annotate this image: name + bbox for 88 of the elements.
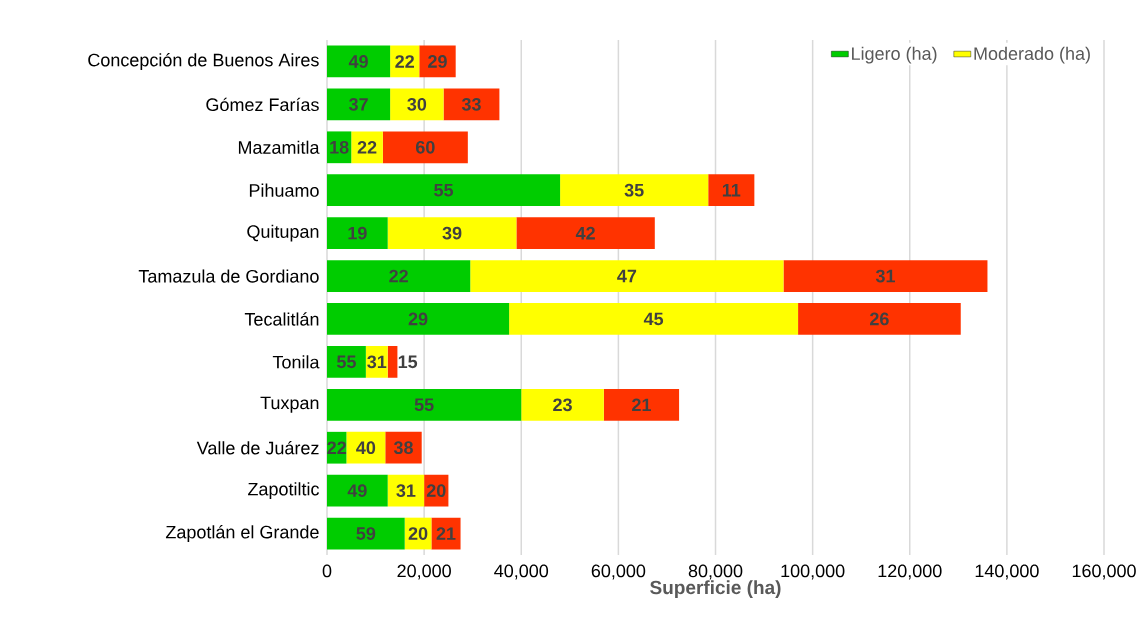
annotation: 23 bbox=[553, 398, 572, 412]
annotation: 29 bbox=[408, 312, 428, 326]
annotation: 38 bbox=[393, 441, 413, 455]
bar bbox=[385, 431, 422, 464]
x-tick-label: 160,000 bbox=[1072, 564, 1136, 580]
x-tick-label: 140,000 bbox=[975, 564, 1039, 580]
y-tick-label: Concepción de Buenos Aires bbox=[88, 52, 319, 70]
x-tick-label: 40,000 bbox=[494, 564, 549, 580]
annotation: 55 bbox=[414, 398, 434, 412]
annotation: 60 bbox=[415, 140, 435, 154]
y-tick-label: Gómez Farías bbox=[206, 97, 319, 112]
bar bbox=[327, 260, 471, 292]
y-tick-label: Tecalitlán bbox=[244, 312, 319, 326]
bar bbox=[509, 303, 799, 335]
bar bbox=[327, 88, 391, 121]
x-tick-label: 80,000 bbox=[688, 564, 743, 580]
annotation: 37 bbox=[348, 97, 368, 111]
annotation: 55 bbox=[336, 355, 356, 369]
y-tick-label: Tuxpan bbox=[260, 396, 319, 413]
annotation: 26 bbox=[870, 312, 889, 326]
x-axis-title: Superficie (ha) bbox=[650, 580, 781, 598]
annotation: 40 bbox=[356, 441, 376, 455]
bar bbox=[521, 388, 604, 421]
bar bbox=[327, 346, 366, 378]
annotation: 20 bbox=[426, 484, 446, 497]
bar bbox=[382, 131, 468, 164]
annotation: 31 bbox=[396, 484, 416, 498]
bar bbox=[327, 517, 405, 550]
y-tick-label: Zapotlán el Grande bbox=[165, 525, 319, 543]
bar bbox=[327, 45, 391, 78]
bar bbox=[327, 303, 510, 335]
annotation: 45 bbox=[643, 312, 664, 326]
annotation: 39 bbox=[442, 226, 462, 240]
annotation: 20 bbox=[408, 527, 428, 540]
bar bbox=[327, 217, 388, 250]
annotation: 31 bbox=[875, 269, 895, 283]
y-tick-label: Tamazula de Gordiano bbox=[138, 269, 319, 283]
annotation: 42 bbox=[575, 226, 595, 240]
annotation: 21 bbox=[436, 527, 456, 540]
annotation: 35 bbox=[624, 183, 644, 197]
bar bbox=[327, 174, 561, 207]
annotation: 22 bbox=[389, 269, 408, 283]
bar bbox=[327, 474, 388, 507]
bar bbox=[708, 174, 755, 207]
y-tick-label: Zapotiltic bbox=[248, 482, 319, 500]
bar bbox=[516, 217, 655, 250]
legend-label: Ligero (ha) bbox=[852, 46, 937, 64]
bar bbox=[798, 303, 961, 335]
x-tick-label: 120,000 bbox=[878, 564, 942, 580]
bar bbox=[603, 388, 680, 421]
annotation: 22 bbox=[357, 141, 377, 154]
y-tick-label: Mazamitla bbox=[238, 140, 320, 154]
annotation: 22 bbox=[327, 441, 347, 454]
annotation: 47 bbox=[617, 269, 637, 283]
bar bbox=[327, 388, 522, 421]
x-tick-label: 100,000 bbox=[781, 564, 845, 580]
bar bbox=[560, 174, 709, 207]
annotation: 11 bbox=[722, 184, 741, 197]
annotation: 15 bbox=[398, 355, 418, 369]
annotation: 29 bbox=[428, 55, 447, 68]
annotation: 18 bbox=[330, 140, 349, 154]
annotation: 22 bbox=[395, 55, 414, 68]
y-tick-label: Valle de Juárez bbox=[196, 441, 319, 455]
bar bbox=[443, 88, 500, 121]
y-tick-label: Tonila bbox=[272, 355, 320, 369]
annotation: 55 bbox=[434, 183, 454, 197]
bar bbox=[783, 260, 988, 292]
annotation: 59 bbox=[356, 527, 376, 540]
y-tick-label: Quitupan bbox=[247, 224, 319, 242]
bar bbox=[351, 131, 383, 164]
annotation: 49 bbox=[347, 484, 367, 497]
annotation: 30 bbox=[407, 97, 427, 111]
x-tick-label: 60,000 bbox=[591, 564, 646, 580]
bar bbox=[387, 474, 425, 507]
legend-label: Moderado (ha) bbox=[974, 46, 1090, 64]
x-tick-label: 0 bbox=[322, 564, 332, 578]
y-tick-label: Pihuamo bbox=[249, 183, 319, 197]
bar bbox=[470, 260, 784, 292]
bar bbox=[387, 346, 398, 378]
bar bbox=[346, 431, 386, 464]
x-tick-label: 20,000 bbox=[397, 564, 451, 580]
annotation: 49 bbox=[348, 55, 368, 68]
bar bbox=[387, 217, 517, 250]
bar bbox=[390, 88, 444, 121]
annotation: 19 bbox=[348, 226, 367, 240]
annotation: 21 bbox=[632, 398, 651, 412]
annotation: 33 bbox=[461, 97, 481, 111]
annotation: 31 bbox=[367, 355, 387, 369]
